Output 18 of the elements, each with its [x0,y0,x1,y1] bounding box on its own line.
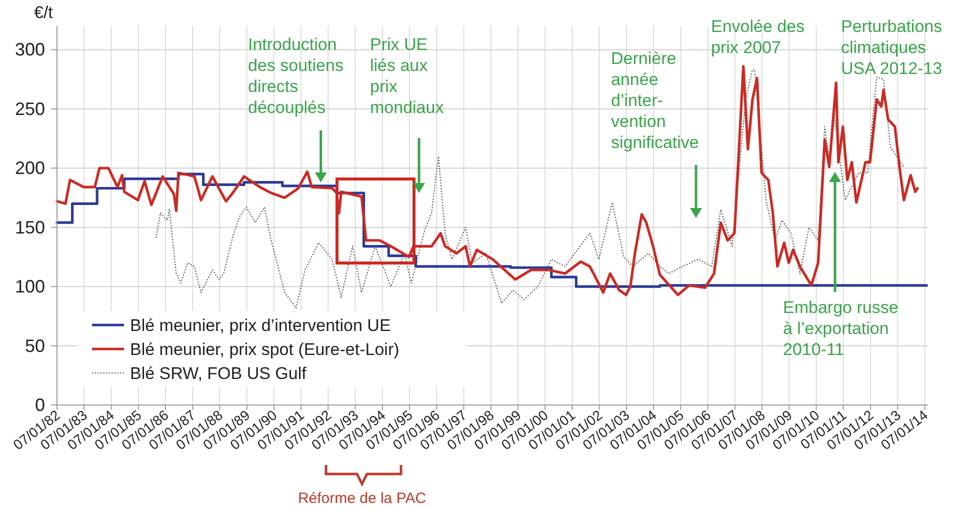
text: Réforme de la PAC [298,490,426,507]
y-tick-label: 50 [24,336,45,356]
annotation: Introduction des soutiens directs découplés [248,35,344,117]
y-tick-label: 250 [14,98,45,119]
y-tick-label: 150 [14,217,45,238]
legend-label: Blé SRW, FOB US Gulf [130,364,307,383]
annotation: Perturbations climatiques USA 2012-13 [841,17,942,78]
annotation: Prix UE liés aux prix mondiaux [370,35,444,117]
legend-label: Blé meunier, prix d’intervention UE [130,316,391,335]
y-axis-title: €/t [34,3,54,22]
y-tick-label: 200 [14,158,45,178]
annotation: Embargo russe à l’exportation 2010-11 [783,298,898,359]
annotation: Dernière année d’inter- vention significative [611,49,699,152]
annotation: Envolée des prix 2007 [711,17,805,57]
y-tick-label: 300 [14,40,45,60]
y-tick-label: 0 [34,395,45,415]
legend-label: Blé meunier, prix spot (Eure-et-Loir) [130,340,400,359]
y-tick-label: 100 [14,276,45,297]
